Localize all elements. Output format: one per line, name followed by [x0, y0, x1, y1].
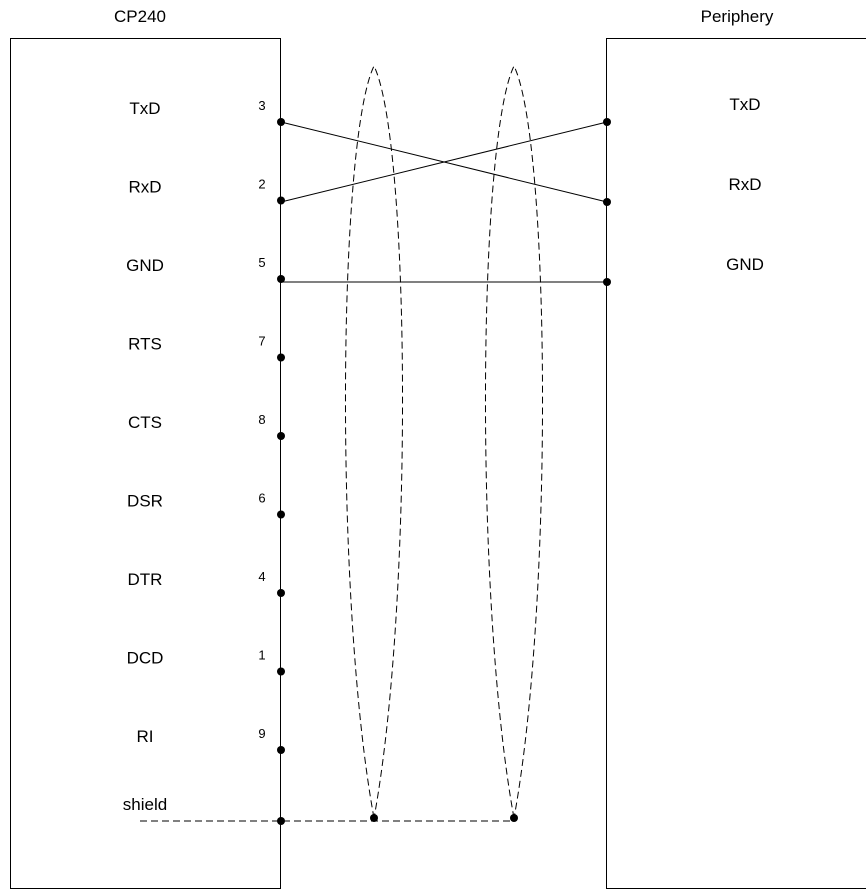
- left-signal-list: TxD 3 RxD 2 GND 5 RTS 7 CTS 8 DSR 6 DTR 4 DCD 1 RI 9: [126, 98, 285, 754]
- shield-dot-loop-1: [370, 814, 378, 822]
- signal-label-dcd: DCD: [127, 649, 164, 668]
- pin-dot-rts: [277, 353, 285, 362]
- pin-dot-dsr: [277, 510, 285, 519]
- periphery-box: [606, 38, 866, 889]
- periphery-label-txd: TxD: [729, 95, 760, 114]
- pin-dot-dtr: [277, 589, 285, 597]
- signal-label-rxd: RxD: [128, 178, 161, 197]
- pin-dot-gnd: [277, 275, 285, 283]
- pin-dot-ri: [277, 746, 285, 754]
- right-signal-list: TxD RxD GND: [603, 95, 764, 286]
- signal-label-rts: RTS: [128, 335, 162, 354]
- pin-number-dsr: 6: [258, 491, 265, 506]
- pin-dot-cts: [277, 432, 285, 440]
- pin-number-rxd: 2: [258, 177, 265, 192]
- pin-dot-rxd: [277, 196, 285, 205]
- shield-dot-loop-2: [510, 814, 518, 822]
- pin-number-dtr: 4: [258, 569, 265, 584]
- cp240-box: [10, 38, 281, 889]
- pin-number-rts: 7: [258, 334, 265, 349]
- signal-label-dtr: DTR: [128, 570, 163, 589]
- wire-rxd-to-txd: [280, 121, 608, 203]
- cable-shield-loop-2: [485, 64, 543, 819]
- periphery-label-rxd: RxD: [728, 175, 761, 194]
- cp240-title: CP240: [114, 7, 166, 26]
- signal-label-txd: TxD: [129, 99, 160, 118]
- shield-dot-left: [277, 817, 285, 825]
- pin-number-gnd: 5: [258, 255, 265, 270]
- pin-number-dcd: 1: [258, 648, 265, 663]
- signal-label-ri: RI: [137, 727, 154, 746]
- pin-number-ri: 9: [258, 726, 265, 741]
- pin-dot-dcd: [277, 667, 285, 676]
- signal-label-cts: CTS: [128, 413, 162, 432]
- pin-number-txd: 3: [258, 98, 265, 113]
- periphery-title: Periphery: [701, 7, 774, 26]
- pin-number-cts: 8: [258, 412, 265, 427]
- cable-shield-loop-1: [345, 64, 403, 819]
- signal-label-dsr: DSR: [127, 492, 163, 511]
- shield-label: shield: [123, 795, 167, 814]
- signal-label-gnd: GND: [126, 256, 164, 275]
- periphery-label-gnd: GND: [726, 255, 764, 274]
